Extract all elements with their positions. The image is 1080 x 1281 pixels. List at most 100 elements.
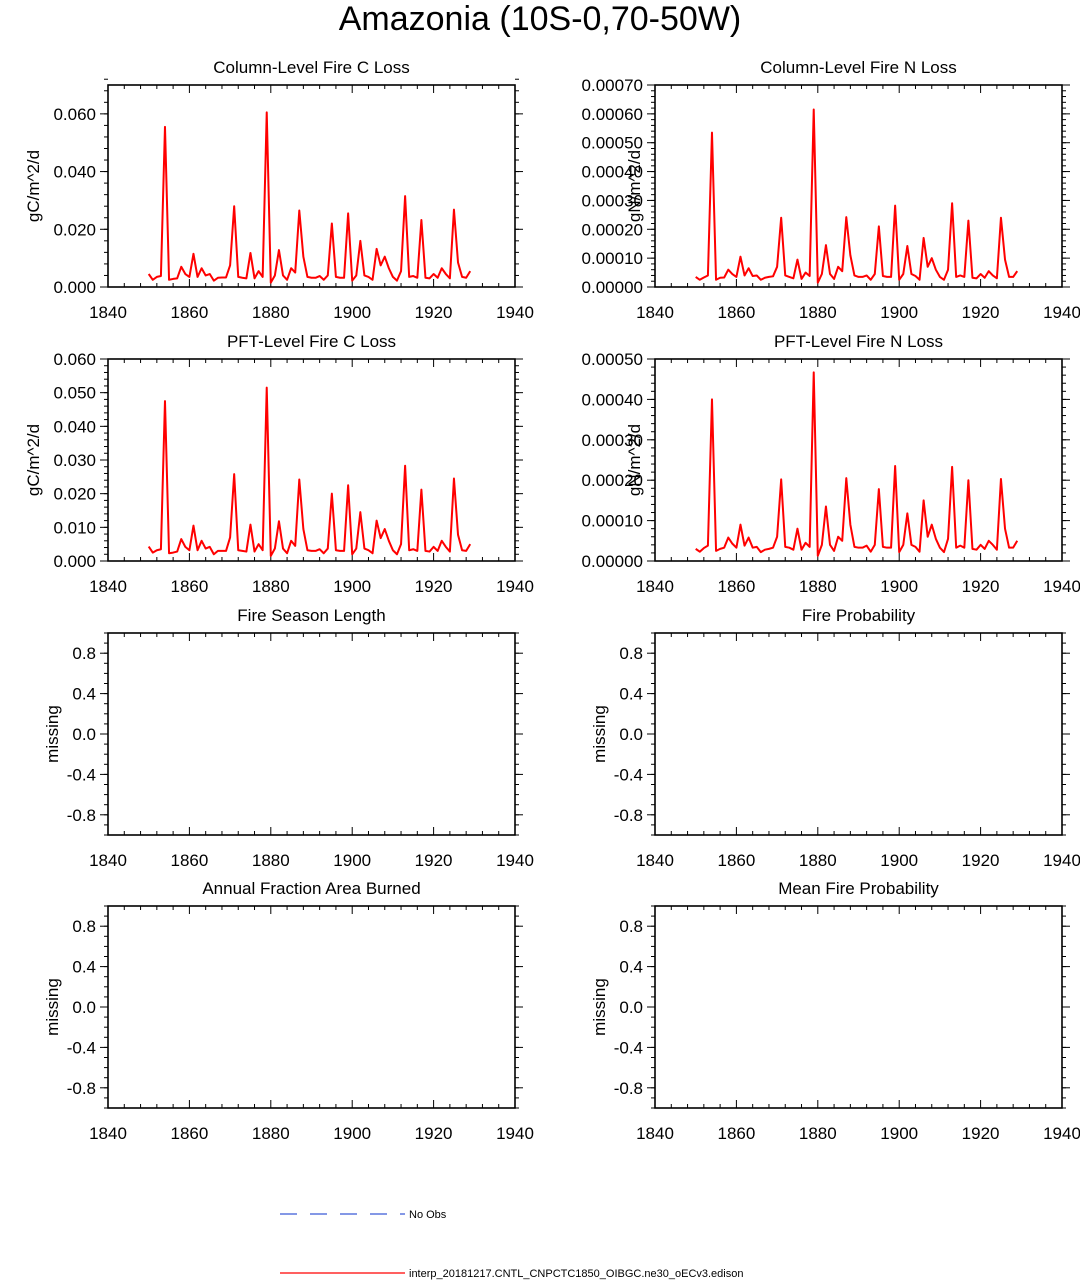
- plot-frame: [654, 84, 1063, 288]
- series-line: [695, 108, 1019, 284]
- panel-title: PFT-Level Fire C Loss: [227, 332, 396, 351]
- panel-fire-season-length: 1840 1860 1880 1900 1920 1940 -0.8 -0.4 0.0 0.4 0.…: [43, 606, 534, 870]
- y-tick-label: 0.00050: [582, 134, 643, 153]
- y-tick-label: 0.00040: [582, 163, 643, 182]
- x-tick-label: 1900: [333, 1124, 371, 1143]
- y-tick-label: 0.8: [619, 917, 643, 936]
- x-tick-label: 1880: [252, 577, 290, 596]
- y-tick-label: -0.8: [67, 1079, 96, 1098]
- panel-pft-n-loss: 1840 1860 1880 1900 1920 1940 0.00000 0.00010 0.…: [582, 332, 1080, 596]
- series-line: [147, 111, 472, 284]
- y-tick-label: 0.00000: [582, 552, 643, 571]
- plot-frame: [107, 84, 516, 288]
- y-tick-label: 0.00030: [582, 191, 643, 210]
- y-tick-label: -0.4: [67, 765, 96, 784]
- x-tick-label: 1860: [717, 577, 755, 596]
- x-tick-label: 1900: [880, 851, 918, 870]
- panel-column-c-loss: 1840 1860 1880 1900 1920 1940 0.000 0.020 0.040 0…: [24, 58, 534, 322]
- x-tick-label: 1920: [415, 303, 453, 322]
- x-tick-label: 1840: [89, 577, 127, 596]
- y-tick-label: 0.060: [53, 105, 96, 124]
- y-tick-label: -0.4: [67, 1038, 96, 1057]
- y-tick-label: -0.4: [614, 765, 643, 784]
- y-tick-label: 0.00010: [582, 249, 643, 268]
- x-tick-label: 1840: [636, 1124, 674, 1143]
- panel-title: Column-Level Fire N Loss: [760, 58, 957, 77]
- panel-title: Fire Season Length: [237, 606, 385, 625]
- legend-model-label: interp_20181217.CNTL_CNPCTC1850_OIBGC.ne…: [409, 1268, 743, 1280]
- y-axis-label: missing: [43, 705, 62, 763]
- x-tick-label: 1860: [170, 851, 208, 870]
- y-tick-label: 0.4: [72, 685, 96, 704]
- y-tick-label: 0.8: [72, 917, 96, 936]
- y-tick-label: 0.030: [53, 451, 96, 470]
- x-tick-label: 1860: [170, 1124, 208, 1143]
- x-tick-label: 1900: [333, 303, 371, 322]
- x-tick-label: 1880: [252, 1124, 290, 1143]
- x-tick-label: 1920: [415, 1124, 453, 1143]
- y-tick-label: -0.8: [614, 806, 643, 825]
- y-tick-label: 0.040: [53, 163, 96, 182]
- x-tick-label: 1840: [89, 851, 127, 870]
- x-tick-label: 1880: [252, 851, 290, 870]
- x-tick-label: 1900: [333, 851, 371, 870]
- x-tick-label: 1900: [880, 303, 918, 322]
- x-tick-label: 1920: [962, 577, 1000, 596]
- y-axis-label: gC/m^2/d: [24, 150, 43, 222]
- y-tick-label: 0.0: [619, 998, 643, 1017]
- x-tick-label: 1920: [415, 851, 453, 870]
- x-tick-label: 1900: [333, 577, 371, 596]
- x-tick-label: 1840: [636, 577, 674, 596]
- series-line: [695, 371, 1019, 557]
- x-tick-label: 1940: [1043, 851, 1080, 870]
- y-tick-label: 0.00070: [582, 76, 643, 95]
- y-tick-label: -0.4: [614, 1038, 643, 1057]
- y-tick-label: 0.00010: [582, 512, 643, 531]
- y-tick-label: 0.0: [619, 725, 643, 744]
- x-tick-label: 1880: [799, 577, 837, 596]
- x-tick-label: 1940: [496, 303, 534, 322]
- y-tick-label: 0.8: [72, 644, 96, 663]
- panel-title: PFT-Level Fire N Loss: [774, 332, 943, 351]
- y-axis-label: missing: [43, 978, 62, 1036]
- x-tick-label: 1880: [799, 1124, 837, 1143]
- y-tick-label: 0.00030: [582, 431, 643, 450]
- panel-mean-fire-probability: 1840 1860 1880 1900 1920 1940 -0.8 -0.4 0.0 0.4 0.…: [590, 879, 1080, 1143]
- panel-title: Fire Probability: [802, 606, 916, 625]
- y-tick-label: 0.020: [53, 220, 96, 239]
- y-tick-label: 0.4: [619, 958, 643, 977]
- y-tick-label: 0.0: [72, 725, 96, 744]
- figure-title: Amazonia (10S-0,70-50W): [339, 0, 742, 38]
- legend-obs-label: No Obs: [409, 1209, 447, 1221]
- plot-frame: [654, 632, 1063, 836]
- x-tick-label: 1860: [717, 1124, 755, 1143]
- x-tick-label: 1880: [799, 303, 837, 322]
- x-tick-label: 1840: [89, 1124, 127, 1143]
- x-tick-label: 1840: [636, 303, 674, 322]
- y-tick-label: 0.040: [53, 417, 96, 436]
- x-tick-label: 1840: [89, 303, 127, 322]
- x-tick-label: 1940: [1043, 1124, 1080, 1143]
- panel-pft-c-loss: 1840 1860 1880 1900 1920 1940 0.000 0.010 0.020 0…: [24, 332, 534, 596]
- plot-frame: [654, 358, 1063, 562]
- y-axis-label: missing: [590, 978, 609, 1036]
- y-tick-label: 0.00060: [582, 105, 643, 124]
- y-tick-label: 0.00050: [582, 350, 643, 369]
- y-tick-label: 0.00000: [582, 278, 643, 297]
- panel-fire-probability: 1840 1860 1880 1900 1920 1940 -0.8 -0.4 0.0 0.4 0.…: [590, 606, 1080, 870]
- y-tick-label: 0.060: [53, 350, 96, 369]
- panel-title: Mean Fire Probability: [778, 879, 939, 898]
- x-tick-label: 1860: [717, 303, 755, 322]
- panel-annual-fraction-area-burned: 1840 1860 1880 1900 1920 1940 -0.8 -0.4 0.0 0.4 0.…: [43, 879, 534, 1143]
- series-line: [147, 386, 472, 557]
- x-tick-label: 1860: [717, 851, 755, 870]
- x-tick-label: 1920: [962, 1124, 1000, 1143]
- y-tick-label: -0.8: [614, 1079, 643, 1098]
- y-tick-label: 0.000: [53, 552, 96, 571]
- panel-column-n-loss: 1840 1860 1880 1900 1920 1940 0.00000 0.00010 0.…: [582, 58, 1080, 322]
- x-tick-label: 1840: [636, 851, 674, 870]
- x-tick-label: 1920: [962, 851, 1000, 870]
- panel-title: Annual Fraction Area Burned: [202, 879, 420, 898]
- x-tick-label: 1880: [799, 851, 837, 870]
